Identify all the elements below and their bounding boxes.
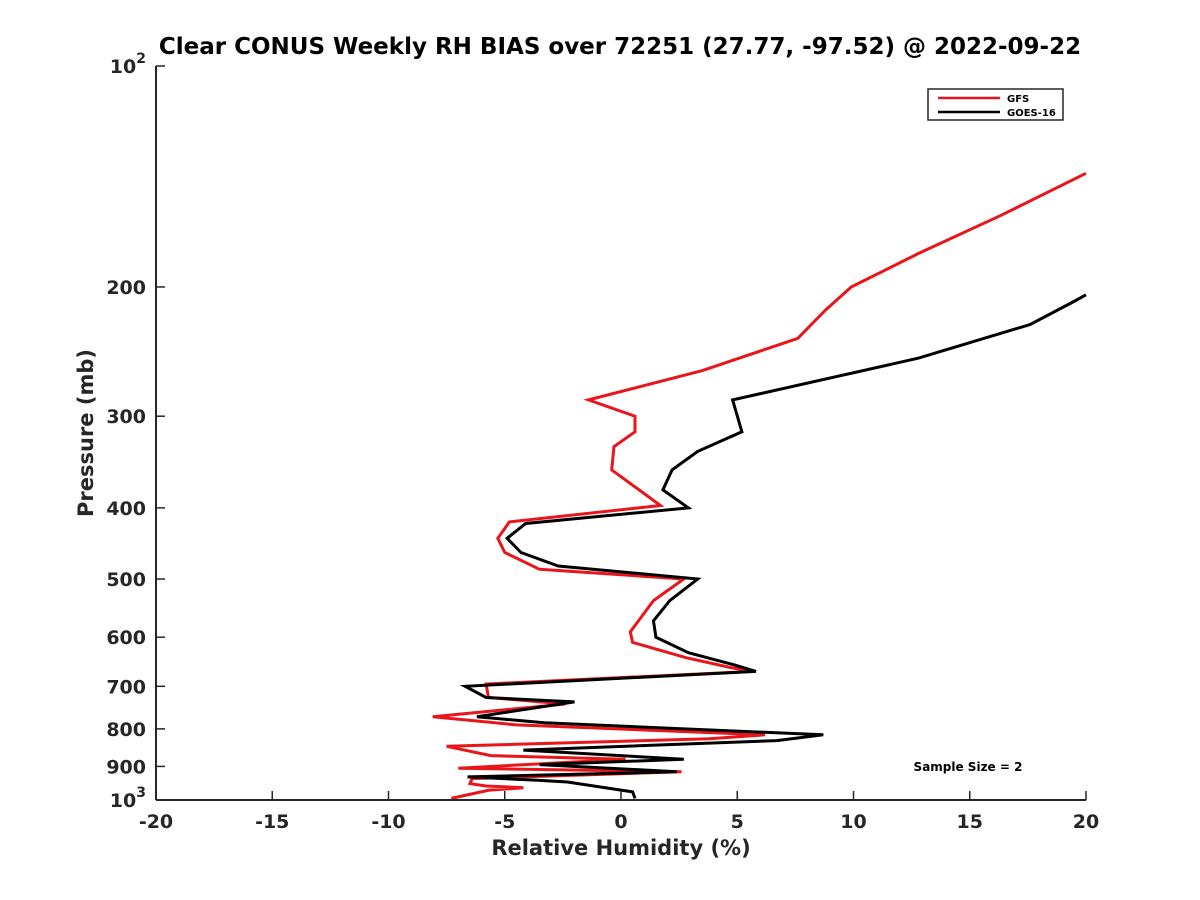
x-tick-group: -20 -15 -10 -5 0 5 10 15 20 <box>139 791 1099 833</box>
x-tick-label: 0 <box>614 811 627 833</box>
y-tick-label: 200 <box>106 277 146 299</box>
legend-box <box>927 88 1064 121</box>
series-line-1 <box>459 293 1087 799</box>
y-tick-label-exponent: 3 <box>136 785 146 801</box>
chart-title: Clear CONUS Weekly RH BIAS over 72251 (2… <box>159 34 1081 60</box>
x-tick-label: 20 <box>1073 811 1099 833</box>
series-line-0 <box>432 171 1087 800</box>
y-tick-label: 800 <box>106 719 146 741</box>
y-tick-label-exponent: 2 <box>136 51 146 67</box>
x-tick-label: 10 <box>840 811 866 833</box>
y-tick-label: 400 <box>106 498 146 520</box>
y-tick-label: 300 <box>106 406 146 428</box>
axes-group <box>155 66 1086 801</box>
y-tick-label-base: 10 <box>110 56 136 78</box>
y-tick-label: 500 <box>106 569 146 591</box>
x-tick-label: -20 <box>139 811 173 833</box>
x-tick-label: -15 <box>255 811 289 833</box>
x-axis-label: Relative Humidity (%) <box>491 836 750 860</box>
y-tick-label: 102 <box>110 51 146 78</box>
sample-size-annotation: Sample Size = 2 <box>914 760 1023 774</box>
plot-series-group <box>432 171 1087 800</box>
y-tick-label: 103 <box>110 785 146 812</box>
y-tick-label-base: 10 <box>110 790 136 812</box>
y-axis-label: Pressure (mb) <box>74 349 98 517</box>
x-tick-label: -10 <box>371 811 405 833</box>
legend-label-0: GFS <box>1007 94 1029 105</box>
x-tick-label: -5 <box>494 811 515 833</box>
y-tick-label: 900 <box>106 756 146 778</box>
y-tick-label: 600 <box>106 627 146 649</box>
y-tick-label: 700 <box>106 676 146 698</box>
x-tick-label: 5 <box>731 811 744 833</box>
legend-label-1: GOES-16 <box>1007 108 1056 119</box>
x-tick-label: 15 <box>957 811 983 833</box>
legend: GFS GOES-16 <box>927 88 1064 121</box>
